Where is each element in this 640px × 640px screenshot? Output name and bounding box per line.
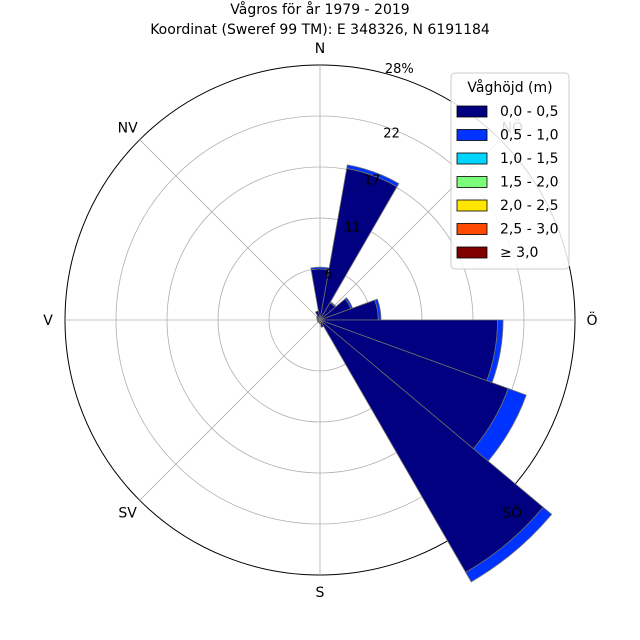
legend-swatch bbox=[456, 176, 488, 188]
legend: Våghöjd (m) 0,0 - 0,5 0,5 - 1,0 1,0 - 1,5 1… bbox=[450, 72, 570, 270]
radial-tick-labels: 6 11 17 22 28% bbox=[325, 62, 414, 282]
direction-labels: NNÖÖSÖSSVVNV bbox=[43, 41, 597, 601]
legend-label: 2,0 - 2,5 bbox=[500, 198, 558, 214]
radial-tick-label: 6 bbox=[325, 268, 333, 283]
rose-bar-20-bin-2 bbox=[346, 164, 400, 188]
rose-bar-20-bin-1 bbox=[319, 167, 398, 321]
legend-swatch bbox=[456, 246, 488, 259]
direction-label: S bbox=[316, 585, 325, 601]
legend-label: 0,0 - 0,5 bbox=[500, 104, 558, 120]
legend-label: ≥ 3,0 bbox=[500, 245, 538, 261]
direction-label: SÖ bbox=[502, 503, 522, 521]
grid-spoke bbox=[139, 139, 321, 321]
radial-tick-label: 17 bbox=[364, 173, 381, 188]
radial-tick-label: 28% bbox=[385, 62, 414, 77]
direction-label: Ö bbox=[586, 311, 597, 329]
direction-label: NV bbox=[118, 121, 138, 137]
rose-bar-340-bin-1 bbox=[314, 310, 321, 321]
rose-bar-160-bin-1 bbox=[319, 319, 325, 328]
chart-subtitle: Koordinat (Sweref 99 TM): E 348326, N 61… bbox=[150, 22, 490, 38]
grid-spoke bbox=[139, 319, 321, 501]
legend-swatch bbox=[456, 105, 488, 118]
radial-tick-label: 11 bbox=[344, 221, 361, 236]
rose-bars bbox=[310, 164, 553, 583]
legend-swatch bbox=[456, 223, 488, 235]
legend-label: 1,5 - 2,0 bbox=[500, 175, 558, 191]
chart-title: Vågros för år 1979 - 2019 bbox=[230, 1, 409, 18]
legend-label: 0,5 - 1,0 bbox=[500, 128, 558, 144]
legend-label: 2,5 - 3,0 bbox=[500, 222, 558, 238]
legend-swatch bbox=[456, 199, 488, 212]
legend-title: Våghöjd (m) bbox=[467, 79, 552, 96]
legend-swatch bbox=[456, 152, 488, 165]
direction-label: N bbox=[315, 41, 325, 57]
legend-swatch bbox=[456, 129, 488, 141]
legend-frame bbox=[450, 72, 570, 270]
rose-bar-140-bin-2 bbox=[465, 506, 553, 583]
radial-tick-label: 22 bbox=[383, 126, 400, 141]
legend-items: 0,0 - 0,5 0,5 - 1,0 1,0 - 1,5 1,5 - 2,0 2,0 … bbox=[456, 104, 558, 261]
direction-label: V bbox=[43, 313, 53, 329]
legend-label: 1,0 - 1,5 bbox=[500, 151, 558, 167]
direction-label: SV bbox=[118, 505, 137, 521]
